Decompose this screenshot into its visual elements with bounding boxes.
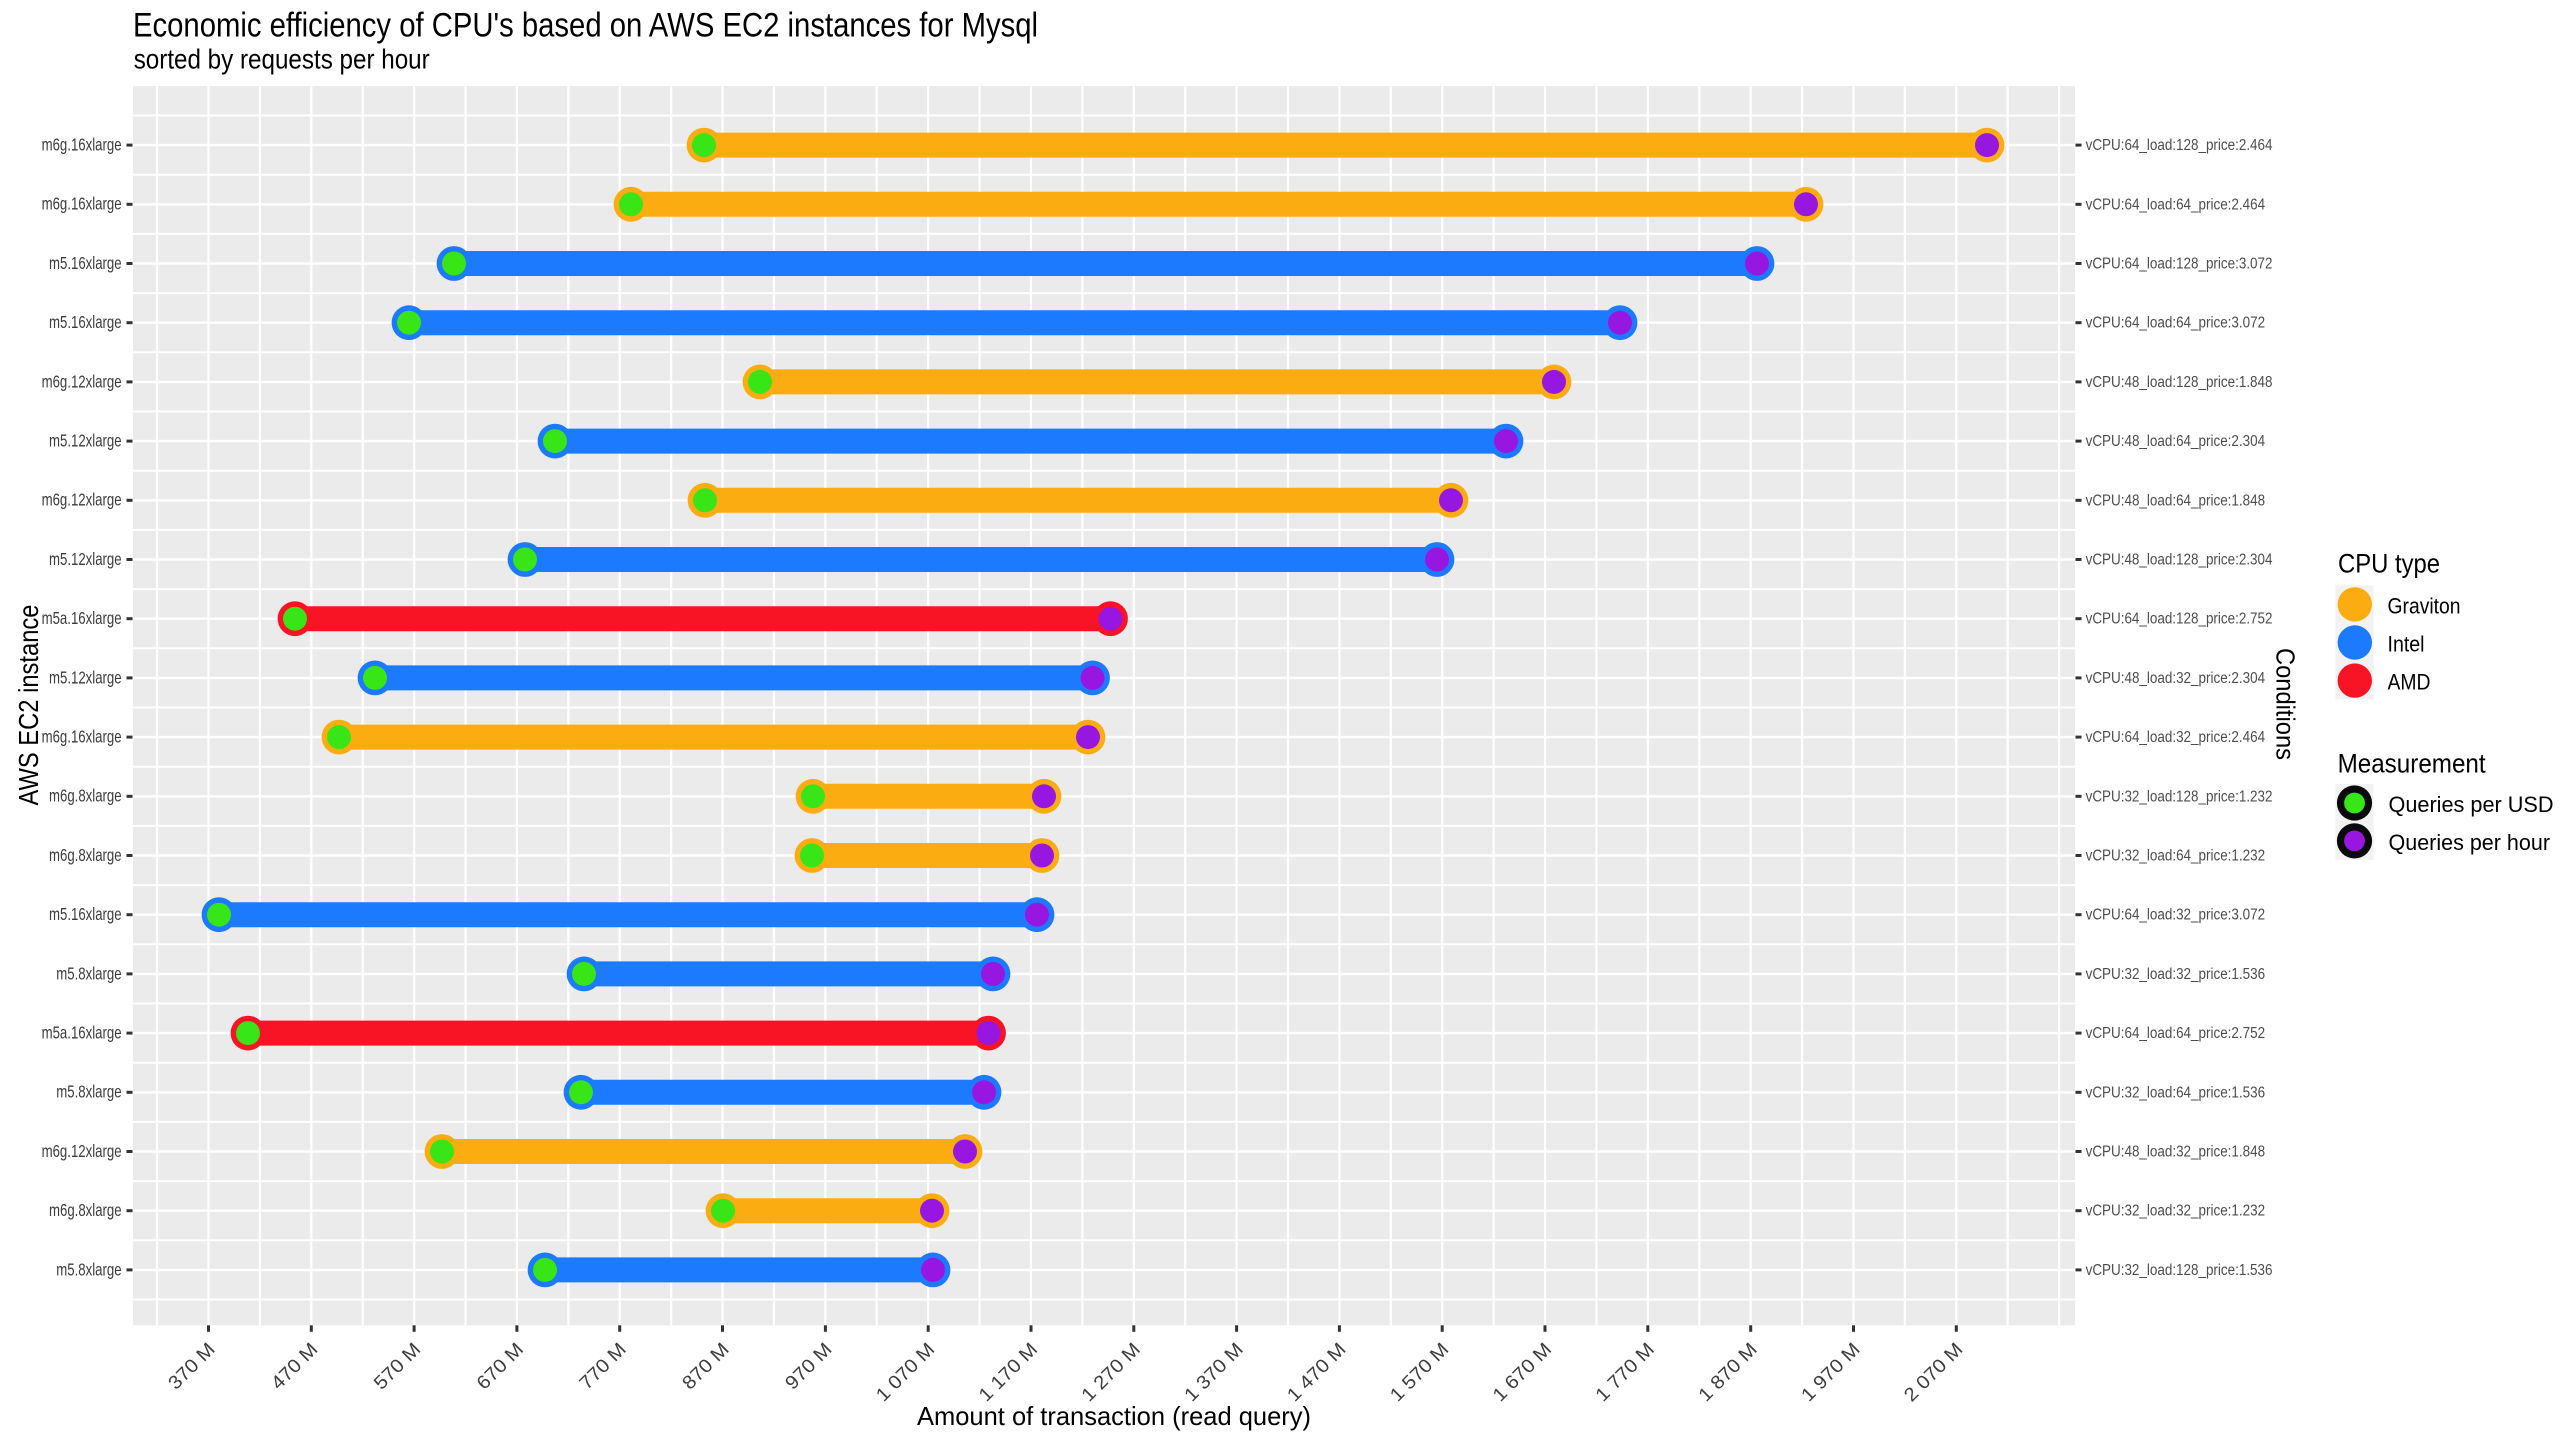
svg-text:1 870 M: 1 870 M: [1695, 1339, 1762, 1406]
svg-text:vCPU:32_load:32_price:1.232: vCPU:32_load:32_price:1.232: [2086, 1203, 2266, 1220]
svg-text:1 770 M: 1 770 M: [1592, 1339, 1659, 1406]
svg-text:1 970 M: 1 970 M: [1798, 1339, 1865, 1406]
svg-text:vCPU:32_load:32_price:1.536: vCPU:32_load:32_price:1.536: [2086, 966, 2266, 983]
svg-text:Queries per USD: Queries per USD: [2389, 792, 2554, 817]
svg-text:m5a.16xlarge: m5a.16xlarge: [42, 1023, 122, 1043]
svg-text:m5.16xlarge: m5.16xlarge: [49, 312, 122, 332]
svg-text:m5.12xlarge: m5.12xlarge: [49, 549, 122, 569]
svg-text:m5.12xlarge: m5.12xlarge: [49, 431, 122, 451]
svg-text:vCPU:64_load:32_price:2.464: vCPU:64_load:32_price:2.464: [2086, 729, 2266, 746]
svg-text:vCPU:48_load:64_price:1.848: vCPU:48_load:64_price:1.848: [2086, 492, 2266, 509]
svg-text:vCPU:48_load:32_price:1.848: vCPU:48_load:32_price:1.848: [2086, 1144, 2266, 1161]
svg-text:AWS EC2 instance: AWS EC2 instance: [13, 605, 44, 806]
svg-text:m5.8xlarge: m5.8xlarge: [56, 963, 121, 983]
svg-text:1 070 M: 1 070 M: [872, 1339, 939, 1406]
svg-text:CPU type: CPU type: [2338, 549, 2440, 579]
svg-text:1 670 M: 1 670 M: [1489, 1339, 1556, 1406]
svg-text:Queries per hour: Queries per hour: [2389, 830, 2551, 855]
svg-text:1 370 M: 1 370 M: [1181, 1339, 1248, 1406]
svg-text:m5a.16xlarge: m5a.16xlarge: [42, 608, 122, 628]
svg-text:vCPU:48_load:32_price:2.304: vCPU:48_load:32_price:2.304: [2086, 670, 2266, 687]
svg-text:vCPU:64_load:32_price:3.072: vCPU:64_load:32_price:3.072: [2086, 907, 2266, 924]
svg-text:vCPU:64_load:128_price:2.752: vCPU:64_load:128_price:2.752: [2086, 611, 2273, 628]
svg-text:m5.12xlarge: m5.12xlarge: [49, 667, 122, 687]
svg-text:vCPU:48_load:64_price:2.304: vCPU:48_load:64_price:2.304: [2086, 433, 2266, 450]
svg-text:vCPU:48_load:128_price:1.848: vCPU:48_load:128_price:1.848: [2086, 374, 2273, 391]
svg-text:870 M: 870 M: [679, 1339, 734, 1394]
svg-text:570 M: 570 M: [370, 1339, 425, 1394]
svg-text:470 M: 470 M: [267, 1339, 322, 1394]
svg-text:370 M: 370 M: [165, 1339, 220, 1394]
svg-text:m5.8xlarge: m5.8xlarge: [56, 1082, 121, 1102]
svg-text:m6g.12xlarge: m6g.12xlarge: [42, 490, 122, 510]
svg-text:m6g.12xlarge: m6g.12xlarge: [42, 1141, 122, 1161]
svg-text:970 M: 970 M: [781, 1339, 836, 1394]
svg-text:vCPU:32_load:64_price:1.536: vCPU:32_load:64_price:1.536: [2086, 1084, 2266, 1101]
svg-text:1 470 M: 1 470 M: [1283, 1339, 1350, 1406]
svg-text:m6g.8xlarge: m6g.8xlarge: [49, 845, 122, 865]
svg-text:m5.16xlarge: m5.16xlarge: [49, 253, 122, 273]
svg-text:1 270 M: 1 270 M: [1078, 1339, 1145, 1406]
svg-text:vCPU:32_load:64_price:1.232: vCPU:32_load:64_price:1.232: [2086, 848, 2266, 865]
svg-text:770 M: 770 M: [576, 1339, 631, 1394]
svg-text:Measurement: Measurement: [2338, 749, 2487, 779]
svg-text:m6g.16xlarge: m6g.16xlarge: [42, 135, 122, 155]
svg-text:1 170 M: 1 170 M: [975, 1339, 1042, 1406]
svg-text:vCPU:64_load:64_price:2.464: vCPU:64_load:64_price:2.464: [2086, 196, 2266, 213]
svg-text:vCPU:64_load:128_price:2.464: vCPU:64_load:128_price:2.464: [2086, 137, 2273, 154]
svg-text:Amount of transaction (read qu: Amount of transaction (read query): [917, 1401, 1311, 1431]
svg-text:vCPU:64_load:128_price:3.072: vCPU:64_load:128_price:3.072: [2086, 256, 2273, 273]
svg-text:Conditions: Conditions: [2271, 648, 2301, 760]
svg-text:vCPU:48_load:128_price:2.304: vCPU:48_load:128_price:2.304: [2086, 552, 2273, 569]
svg-text:m6g.16xlarge: m6g.16xlarge: [42, 194, 122, 214]
svg-text:m5.8xlarge: m5.8xlarge: [56, 1259, 121, 1279]
svg-text:m6g.8xlarge: m6g.8xlarge: [49, 786, 122, 806]
svg-text:AMD: AMD: [2388, 670, 2431, 695]
svg-text:vCPU:64_load:64_price:3.072: vCPU:64_load:64_price:3.072: [2086, 315, 2266, 332]
svg-text:m6g.16xlarge: m6g.16xlarge: [42, 727, 122, 747]
svg-text:vCPU:64_load:64_price:2.752: vCPU:64_load:64_price:2.752: [2086, 1025, 2266, 1042]
svg-text:sorted by requests per hour: sorted by requests per hour: [134, 43, 430, 74]
svg-text:vCPU:32_load:128_price:1.536: vCPU:32_load:128_price:1.536: [2086, 1262, 2273, 1279]
svg-text:1 570 M: 1 570 M: [1386, 1339, 1453, 1406]
svg-text:m6g.12xlarge: m6g.12xlarge: [42, 371, 122, 391]
svg-text:m5.16xlarge: m5.16xlarge: [49, 904, 122, 924]
svg-text:Graviton: Graviton: [2388, 593, 2461, 618]
svg-text:vCPU:32_load:128_price:1.232: vCPU:32_load:128_price:1.232: [2086, 788, 2273, 805]
svg-text:670 M: 670 M: [473, 1339, 528, 1394]
svg-text:m6g.8xlarge: m6g.8xlarge: [49, 1200, 122, 1220]
svg-text:2 070 M: 2 070 M: [1900, 1339, 1967, 1406]
svg-text:Economic efficiency of CPU's b: Economic efficiency of CPU's based on AW…: [133, 7, 1038, 45]
svg-text:Intel: Intel: [2388, 632, 2425, 657]
